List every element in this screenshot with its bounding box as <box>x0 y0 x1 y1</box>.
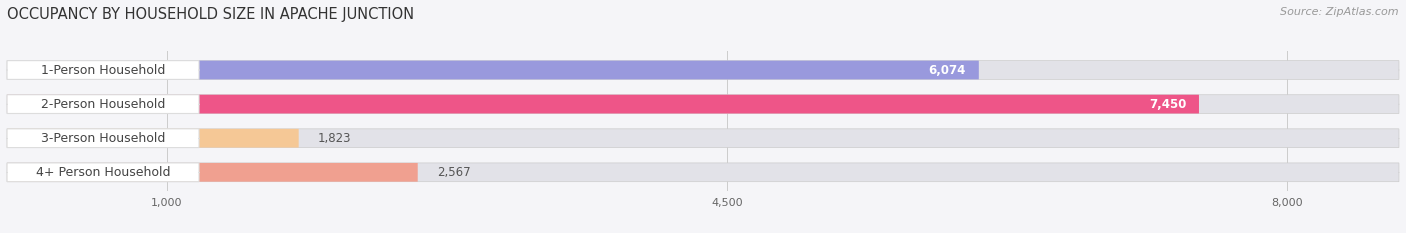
FancyBboxPatch shape <box>7 163 418 182</box>
FancyBboxPatch shape <box>7 61 979 79</box>
FancyBboxPatch shape <box>7 61 1399 79</box>
FancyBboxPatch shape <box>7 95 1199 113</box>
FancyBboxPatch shape <box>7 95 200 113</box>
FancyBboxPatch shape <box>7 163 1399 182</box>
FancyBboxPatch shape <box>7 95 1399 113</box>
Text: 6,074: 6,074 <box>928 64 966 76</box>
Text: 4+ Person Household: 4+ Person Household <box>35 166 170 179</box>
Text: Source: ZipAtlas.com: Source: ZipAtlas.com <box>1281 7 1399 17</box>
Text: 2,567: 2,567 <box>437 166 471 179</box>
Text: 1,823: 1,823 <box>318 132 352 145</box>
Text: 3-Person Household: 3-Person Household <box>41 132 166 145</box>
Text: 7,450: 7,450 <box>1149 98 1187 111</box>
Text: 2-Person Household: 2-Person Household <box>41 98 166 111</box>
FancyBboxPatch shape <box>7 61 200 79</box>
Text: 1-Person Household: 1-Person Household <box>41 64 166 76</box>
FancyBboxPatch shape <box>7 129 1399 147</box>
Text: OCCUPANCY BY HOUSEHOLD SIZE IN APACHE JUNCTION: OCCUPANCY BY HOUSEHOLD SIZE IN APACHE JU… <box>7 7 415 22</box>
FancyBboxPatch shape <box>7 129 200 147</box>
FancyBboxPatch shape <box>7 163 200 182</box>
FancyBboxPatch shape <box>7 129 298 147</box>
